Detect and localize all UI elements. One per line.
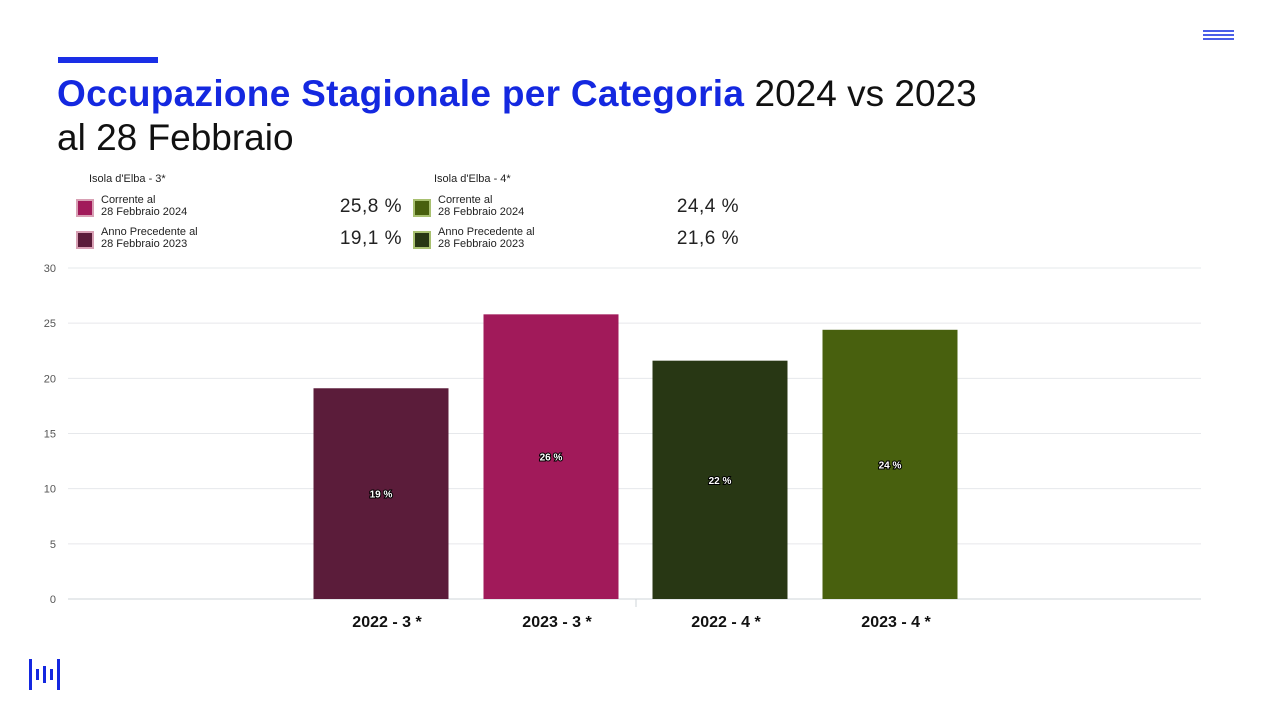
legend-label: Anno Precedente al 28 Febbraio 2023 (438, 226, 535, 250)
bar (313, 388, 449, 599)
title-accent-bar (58, 57, 158, 63)
title-line2: al 28 Febbraio (57, 117, 294, 158)
legend-item-previous-3: Anno Precedente al 28 Febbraio 2023 19,1… (76, 226, 402, 252)
legend-item-current-4: Corrente al 28 Febbraio 2024 24,4 % (413, 194, 739, 220)
legend-group-3-star: Isola d'Elba - 3* Corrente al 28 Febbrai… (76, 173, 402, 255)
data-label: 26 % (540, 453, 563, 464)
x-tick-label: 2023 - 4 * (861, 614, 931, 631)
legend-item-current-3: Corrente al 28 Febbraio 2024 25,8 % (76, 194, 402, 220)
legend-value: 25,8 % (339, 196, 402, 217)
bar (822, 329, 958, 599)
legend-item-previous-4: Anno Precedente al 28 Febbraio 2023 21,6… (413, 226, 739, 252)
bar-chart: 0 5 10 15 20 25 30 19 % 2022 - 3 * 26 % 2023 - 3 *… (44, 263, 1201, 631)
y-tick-label: 20 (44, 373, 56, 385)
bar (652, 360, 788, 599)
title-rest: 2024 vs 2023 (744, 73, 977, 114)
page-title: Occupazione Stagionale per Categoria 202… (57, 72, 977, 160)
legend-group-title: Isola d'Elba - 4* (434, 173, 511, 185)
legend-label: Anno Precedente al 28 Febbraio 2023 (101, 226, 198, 250)
legend-swatch (413, 199, 431, 217)
brand-logo-icon (29, 659, 60, 690)
data-label: 24 % (879, 460, 902, 471)
legend-value: 19,1 % (339, 228, 402, 249)
y-tick-label: 5 (50, 539, 56, 551)
legend-value: 24,4 % (676, 196, 739, 217)
y-tick-label: 15 (44, 429, 56, 441)
x-tick-label: 2023 - 3 * (522, 614, 592, 631)
x-tick-label: 2022 - 4 * (691, 614, 761, 631)
y-tick-label: 30 (44, 263, 56, 275)
legend-group-title: Isola d'Elba - 3* (89, 173, 166, 185)
menu-lines-icon[interactable] (1203, 30, 1234, 42)
legend-label: Corrente al 28 Febbraio 2024 (101, 194, 188, 218)
y-tick-label: 10 (44, 484, 56, 496)
title-bold: Occupazione Stagionale per Categoria (57, 73, 745, 114)
legend-label: Corrente al 28 Febbraio 2024 (438, 194, 525, 218)
data-label: 19 % (370, 490, 393, 501)
legend-swatch (413, 231, 431, 249)
legend-swatch (76, 199, 94, 217)
bar (483, 314, 619, 599)
legend-value: 21,6 % (676, 228, 739, 249)
legend-group-4-star: Isola d'Elba - 4* Corrente al 28 Febbrai… (413, 173, 739, 255)
data-label: 22 % (709, 476, 732, 487)
y-tick-label: 25 (44, 318, 56, 330)
y-tick-label: 0 (50, 594, 56, 606)
x-tick-label: 2022 - 3 * (352, 614, 422, 631)
legend-swatch (76, 231, 94, 249)
